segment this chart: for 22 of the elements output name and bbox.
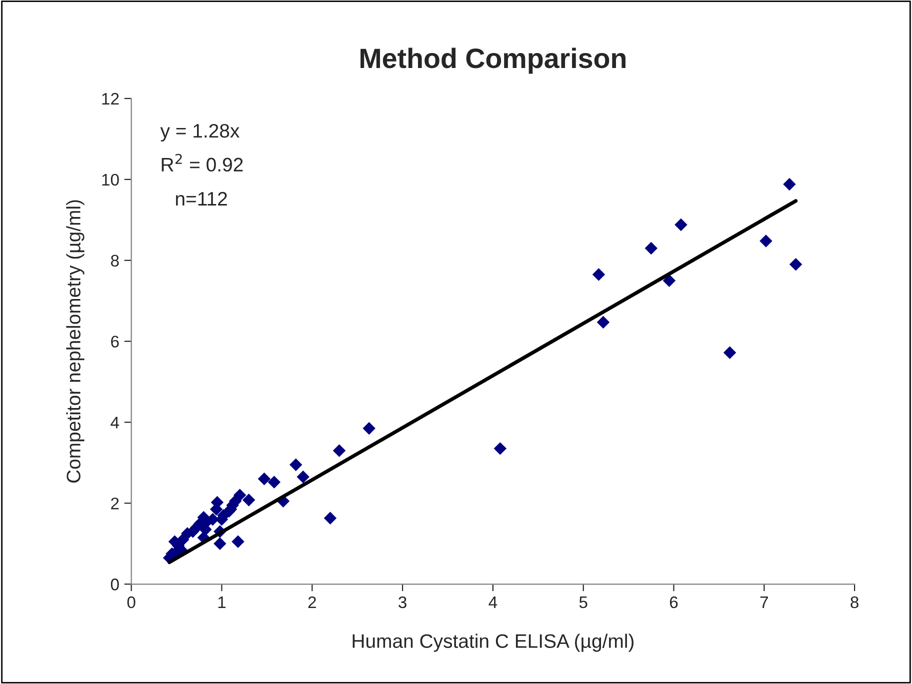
x-tick-label: 6: [670, 596, 678, 608]
y-tick-label: 6: [111, 336, 119, 348]
x-tick-label: 4: [488, 596, 498, 608]
x-tick-label: 2: [308, 596, 316, 608]
y-tick-label: 12: [102, 92, 119, 105]
annotation: n=112: [176, 192, 227, 206]
x-tick-label: 0: [127, 596, 136, 608]
y-axis-title: Competitor nephelometry (µg/ml): [66, 200, 84, 483]
x-tick-label: 8: [850, 596, 858, 608]
annotation: R$^{2}$ = 0.92: [162, 154, 243, 172]
y-tick-label: 8: [110, 254, 119, 267]
chart-title: Method Comparison: [360, 48, 626, 74]
x-tick-label: 3: [398, 596, 406, 608]
x-tick-label: 5: [579, 596, 588, 608]
y-tick-label: 0: [110, 578, 119, 590]
x-tick-label: 7: [760, 596, 768, 608]
annotation: y = 1.28x: [160, 124, 240, 142]
y-tick-label: 10: [102, 174, 119, 186]
x-axis-title: Human Cystatin C ELISA (µg/ml): [352, 634, 634, 652]
x-tick-label: 1: [218, 596, 226, 608]
y-tick-label: 2: [111, 498, 119, 510]
y-tick-label: 4: [110, 416, 120, 428]
